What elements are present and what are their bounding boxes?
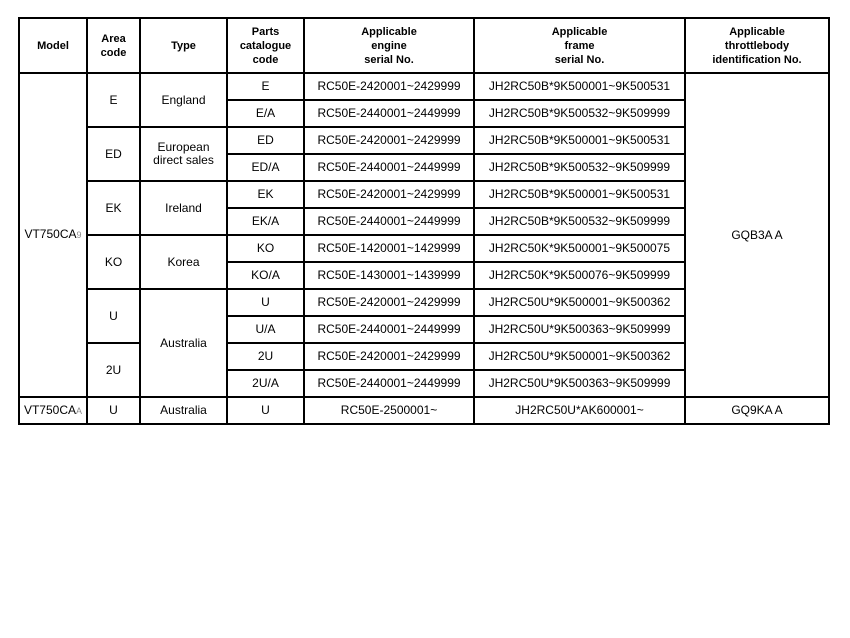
- engine-serial-cell: RC50E-2440001~2449999: [303, 99, 475, 128]
- engine-serial-cell: RC50E-2420001~2429999: [303, 126, 475, 155]
- table-row: 2U/A RC50E-2440001~2449999 JH2RC50U*9K50…: [19, 369, 829, 398]
- type-cell: Australia: [139, 396, 228, 425]
- parts-code-cell: E/A: [226, 99, 305, 128]
- frame-serial-cell: JH2RC50B*9K500532~9K509999: [473, 99, 686, 128]
- parts-code-cell: U: [226, 396, 305, 425]
- table-row: U/A RC50E-2440001~2449999 JH2RC50U*9K500…: [19, 315, 829, 344]
- table-row: EK Ireland EK RC50E-2420001~2429999 JH2R…: [19, 180, 829, 236]
- area-code-cell: EK: [86, 180, 141, 236]
- frame-serial-cell: JH2RC50U*9K500363~9K509999: [473, 315, 686, 344]
- frame-serial-cell: JH2RC50B*9K500532~9K509999: [473, 207, 686, 236]
- table-row: ED/A RC50E-2440001~2449999 JH2RC50B*9K50…: [19, 153, 829, 182]
- table-row: E/A RC50E-2440001~2449999 JH2RC50B*9K500…: [19, 99, 829, 128]
- engine-serial-cell: RC50E-2440001~2449999: [303, 315, 475, 344]
- frame-serial-cell: JH2RC50K*9K500076~9K509999: [473, 261, 686, 290]
- model-suffix: A: [76, 405, 83, 416]
- model-cell: VT750CAA: [18, 396, 88, 425]
- engine-serial-cell: RC50E-2500001~: [303, 396, 475, 425]
- engine-serial-cell: RC50E-2420001~2429999: [303, 288, 475, 317]
- parts-code-cell: ED/A: [226, 153, 305, 182]
- type-cell: Australia: [139, 288, 228, 398]
- type-cell: Korea: [139, 234, 228, 290]
- throttlebody-cell: GQ9KA A: [684, 396, 830, 425]
- model-suffix: 9: [76, 230, 82, 240]
- model-cell: VT750CA9: [18, 72, 88, 398]
- parts-code-cell: E: [226, 72, 305, 101]
- frame-serial-cell: JH2RC50U*9K500001~9K500362: [473, 342, 686, 371]
- model-name: VT750CA: [24, 227, 77, 241]
- type-cell: European direct sales: [139, 126, 228, 182]
- parts-code-cell: EK: [226, 180, 305, 209]
- header-throttlebody-id: Applicable throttlebody identification N…: [684, 17, 830, 74]
- table-row: KO Korea KO RC50E-1420001~1429999 JH2RC5…: [19, 234, 829, 290]
- header-model: Model: [18, 17, 88, 74]
- area-code-cell: KO: [86, 234, 141, 290]
- engine-serial-cell: RC50E-2440001~2449999: [303, 153, 475, 182]
- parts-code-cell: KO/A: [226, 261, 305, 290]
- frame-serial-cell: JH2RC50B*9K500001~9K500531: [473, 72, 686, 101]
- frame-serial-cell: JH2RC50U*9K500363~9K509999: [473, 369, 686, 398]
- parts-code-cell: 2U/A: [226, 369, 305, 398]
- parts-code-cell: 2U: [226, 342, 305, 371]
- table-row: VT750CAA U Australia U RC50E-2500001~ JH…: [18, 396, 830, 425]
- frame-serial-cell: JH2RC50U*AK600001~: [473, 396, 686, 425]
- parts-code-cell: ED: [226, 126, 305, 155]
- table-row: EK/A RC50E-2440001~2449999 JH2RC50B*9K50…: [19, 207, 829, 236]
- engine-serial-cell: RC50E-2420001~2429999: [303, 342, 475, 371]
- parts-code-cell: EK/A: [226, 207, 305, 236]
- table-row: VT750CA9 E England E RC50E-2420001~24299…: [18, 72, 830, 398]
- frame-serial-cell: JH2RC50K*9K500001~9K500075: [473, 234, 686, 263]
- frame-serial-cell: JH2RC50B*9K500001~9K500531: [473, 180, 686, 209]
- throttlebody-cell: GQB3A A: [684, 72, 830, 398]
- model-name: VT750CA: [23, 402, 76, 417]
- engine-serial-cell: RC50E-2420001~2429999: [303, 180, 475, 209]
- area-code-cell: 2U: [86, 342, 141, 398]
- type-cell: England: [139, 72, 228, 128]
- header-row: Model Area code Type Parts catalogue cod…: [18, 17, 830, 74]
- area-code-cell: E: [86, 72, 141, 128]
- parts-code-cell: U/A: [226, 315, 305, 344]
- table-row: ED European direct sales ED RC50E-242000…: [19, 126, 829, 182]
- area-code-cell: ED: [86, 126, 141, 182]
- frame-serial-cell: JH2RC50B*9K500001~9K500531: [473, 126, 686, 155]
- area-code-cell: U: [86, 396, 141, 425]
- table-row: 2U 2U RC50E-2420001~2429999 JH2RC50U*9K5…: [19, 342, 829, 398]
- frame-serial-cell: JH2RC50B*9K500532~9K509999: [473, 153, 686, 182]
- table-row: U Australia U RC50E-2420001~2429999 JH2R…: [19, 288, 829, 398]
- header-engine-serial: Applicable engine serial No.: [303, 17, 475, 74]
- header-frame-serial: Applicable frame serial No.: [473, 17, 686, 74]
- engine-serial-cell: RC50E-2440001~2449999: [303, 207, 475, 236]
- table-row: KO/A RC50E-1430001~1439999 JH2RC50K*9K50…: [19, 261, 829, 290]
- header-area-code: Area code: [86, 17, 141, 74]
- engine-serial-cell: RC50E-2440001~2449999: [303, 369, 475, 398]
- header-parts-catalogue-code: Parts catalogue code: [226, 17, 305, 74]
- engine-serial-cell: RC50E-2420001~2429999: [303, 72, 475, 101]
- parts-code-cell: KO: [226, 234, 305, 263]
- area-code-cell: U: [86, 288, 141, 344]
- frame-serial-cell: JH2RC50U*9K500001~9K500362: [473, 288, 686, 317]
- engine-serial-cell: RC50E-1420001~1429999: [303, 234, 475, 263]
- header-type: Type: [139, 17, 228, 74]
- model-spec-table: Model Area code Type Parts catalogue cod…: [18, 17, 830, 425]
- parts-code-cell: U: [226, 288, 305, 317]
- type-cell: Ireland: [139, 180, 228, 236]
- engine-serial-cell: RC50E-1430001~1439999: [303, 261, 475, 290]
